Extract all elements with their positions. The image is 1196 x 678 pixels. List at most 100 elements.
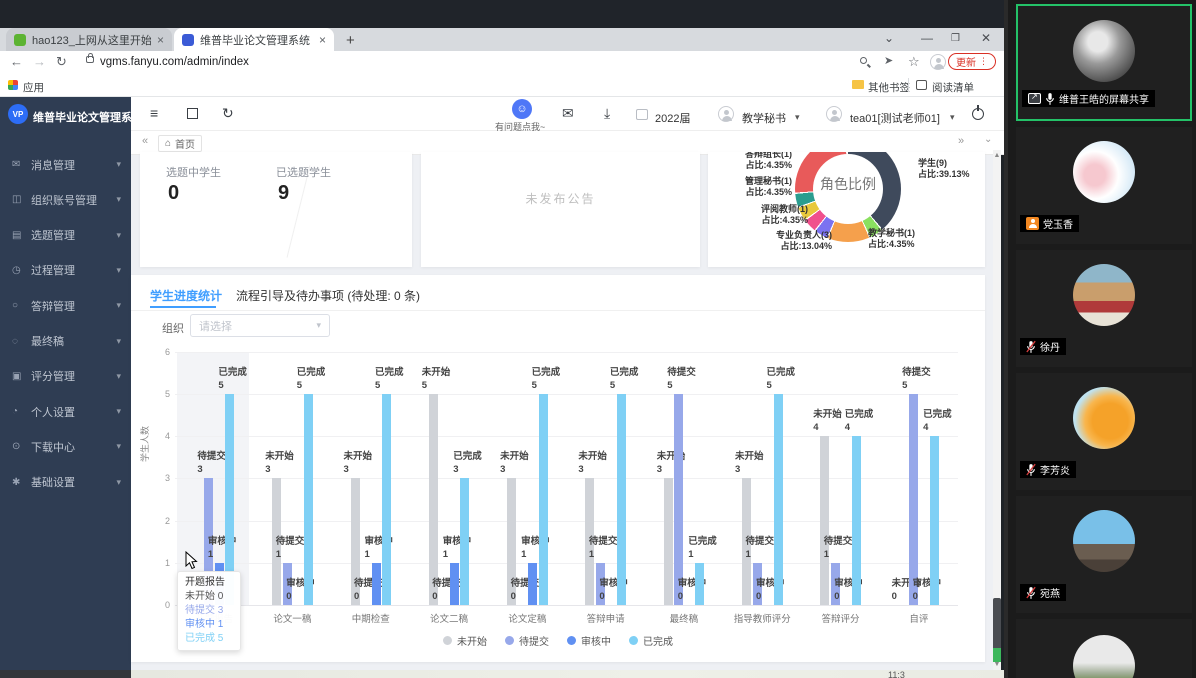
page-scrollbar-track[interactable] (993, 150, 1001, 670)
fullscreen-icon[interactable] (187, 108, 198, 119)
other-bookmarks-folder-icon[interactable] (852, 80, 864, 89)
chevron-down-icon[interactable]: ▾ (795, 112, 800, 122)
scroll-down-icon[interactable]: ▼ (993, 661, 1001, 668)
chevron-down-icon: ▾ (116, 370, 121, 381)
mail-icon[interactable]: ✉ (562, 105, 574, 121)
bar-已完成 (773, 394, 783, 605)
donut-label: 管理秘书(1) 占比:4.35% (745, 176, 792, 198)
y-axis-title: 学生人数 (140, 425, 150, 462)
sidebar-item-10[interactable]: ✱ 基础设置 ▾ (0, 465, 131, 500)
chevron-down-icon[interactable]: ▾ (950, 112, 955, 122)
sidebar-item-7[interactable]: ▣ 评分管理 ▾ (0, 359, 131, 394)
reload-icon[interactable]: ↻ (56, 54, 67, 69)
sidebar-item-9[interactable]: ⊙ 下载中心 ▾ (0, 429, 131, 464)
logout-power-icon[interactable] (972, 105, 984, 120)
bar-已完成 (616, 394, 626, 605)
browser-tab-hao123[interactable]: hao123_上网从这里开始 × (6, 28, 172, 51)
bar-待提交 (282, 562, 292, 605)
chevron-down-icon[interactable]: ⌄ (984, 134, 993, 145)
profile-icon[interactable] (930, 54, 946, 70)
bar-value-label: 审核中 1 (364, 535, 394, 560)
bar-value-label: 已完成 1 (688, 535, 717, 560)
sidebar-item-label: 评分管理 (31, 371, 75, 384)
legend-item-已完成[interactable]: 已完成 (629, 633, 673, 648)
role-selector[interactable]: 教学秘书 (742, 113, 786, 125)
year-label[interactable]: 2022届 (655, 113, 691, 125)
bar-value-label: 待提交 0 (432, 578, 461, 602)
calendar-icon[interactable] (636, 109, 648, 120)
bar-value-label: 未开始 3 (578, 451, 607, 476)
sidebar-item-4[interactable]: ◷ 过程管理 ▾ (0, 253, 131, 288)
legend-item-未开始[interactable]: 未开始 (443, 633, 487, 648)
screen-share-region: hao123_上网从这里开始 × 维普毕业论文管理系统 × + ⌄ — ❒ ✕ … (0, 0, 1004, 678)
participant-avatar (1073, 387, 1135, 449)
reading-list-label[interactable]: 阅读清单 (932, 82, 974, 94)
bookmark-star-icon[interactable]: ☆ (908, 54, 920, 69)
refresh-icon[interactable]: ↻ (222, 105, 234, 121)
participant-tile-6[interactable] (1016, 619, 1192, 678)
sidebar-item-5[interactable]: ○ 答辩管理 ▾ (0, 288, 131, 323)
breadcrumb[interactable]: ⌂ 首页 (158, 135, 203, 152)
send-icon[interactable]: ➤ (884, 55, 894, 67)
other-bookmarks-label[interactable]: 其他书签 (868, 82, 910, 94)
sidebar-item-3[interactable]: ▤ 选题管理 ▾ (0, 218, 131, 253)
download-icon[interactable]: ⤓ (604, 105, 611, 121)
maximize-icon[interactable]: ❒ (951, 33, 960, 44)
selection-stats-card: 选题中学生 0 已选题学生 9 (140, 152, 412, 267)
participant-tile-1[interactable]: 维普王皓的屏幕共享 (1016, 4, 1192, 121)
expand-tabs-icon[interactable]: » (958, 135, 965, 147)
back-icon[interactable]: ← (10, 54, 23, 69)
participant-avatar (1073, 510, 1135, 572)
reading-list-icon[interactable] (916, 80, 927, 90)
page-scrollbar-thumb[interactable] (993, 598, 1001, 660)
help-smiley-icon[interactable]: ☺ (512, 99, 532, 119)
sidebar-item-6[interactable]: ◌ 最终稿 ▾ (0, 324, 131, 359)
apps-grid-icon[interactable] (8, 80, 18, 90)
collapse-breadcrumb-icon[interactable]: « (142, 135, 149, 147)
category-label: 论文二稿 (430, 614, 469, 625)
chrome-menu-chevron-icon[interactable]: ⌄ (884, 31, 895, 45)
hao123-favicon (14, 33, 26, 46)
browser-tab-vgms[interactable]: 维普毕业论文管理系统 × (174, 28, 334, 51)
minimize-icon[interactable]: — (921, 31, 933, 45)
sidebar-item-1[interactable]: ✉ 消息管理 ▾ (0, 147, 131, 182)
bar-value-label: 待提交 3 (197, 451, 226, 476)
collapse-menu-icon[interactable]: ≡ (150, 105, 159, 121)
bar-value-label: 审核中 1 (442, 535, 472, 560)
zoom-icon[interactable] (860, 57, 867, 64)
participant-name: 宛燕 (1040, 589, 1060, 600)
stat-label: 已选题学生 (276, 167, 331, 179)
legend-item-待提交[interactable]: 待提交 (505, 633, 549, 648)
sidebar-item-2[interactable]: ◫ 组织账号管理 ▾ (0, 182, 131, 217)
y-tick: 5 (164, 389, 170, 400)
participant-tile-2[interactable]: 党玉香 (1016, 127, 1192, 244)
scroll-up-icon[interactable]: ▲ (993, 152, 1001, 159)
tab-student-progress[interactable]: 学生进度统计 (150, 289, 223, 303)
participant-tile-5[interactable]: 宛燕 (1016, 496, 1192, 613)
tab-close-icon[interactable]: × (156, 32, 164, 47)
close-window-icon[interactable]: ✕ (981, 31, 992, 45)
tab-close-icon[interactable]: × (318, 32, 326, 47)
address-bar[interactable]: vgms.fanyu.com/admin/index (100, 56, 249, 68)
tab-todo-items[interactable]: 流程引导及待办事项 (待处理: 0 条) (236, 289, 421, 303)
forward-icon[interactable]: → (33, 54, 46, 69)
org-select[interactable]: 请选择 ▾ (190, 314, 330, 337)
help-label[interactable]: 有问题点我~ (495, 122, 546, 132)
participant-tile-3[interactable]: 徐丹 (1016, 250, 1192, 367)
bar-value-label: 已完成 5 (296, 367, 326, 391)
participant-tile-4[interactable]: 李芳炎 (1016, 373, 1192, 490)
bar-value-label: 已完成 4 (923, 409, 952, 434)
donut-title: 角色比例 (820, 176, 876, 192)
chevron-down-icon: ▾ (116, 194, 121, 205)
sidebar-item-8[interactable]: ◔ 个人设置 ▾ (0, 394, 131, 429)
new-tab-button[interactable]: + (346, 32, 355, 49)
apps-label[interactable]: 应用 (23, 82, 44, 94)
bar-已完成 (538, 394, 548, 605)
lock-icon[interactable] (86, 53, 94, 63)
legend-item-审核中[interactable]: 审核中 (567, 633, 611, 648)
category-label: 答辩申请 (586, 614, 625, 625)
update-button[interactable]: 更新 ⋮ (948, 53, 996, 70)
role-avatar-icon (718, 106, 734, 122)
bar-value-label: 待提交 1 (275, 535, 305, 560)
user-selector[interactable]: tea01[测试老师01] (850, 113, 940, 125)
